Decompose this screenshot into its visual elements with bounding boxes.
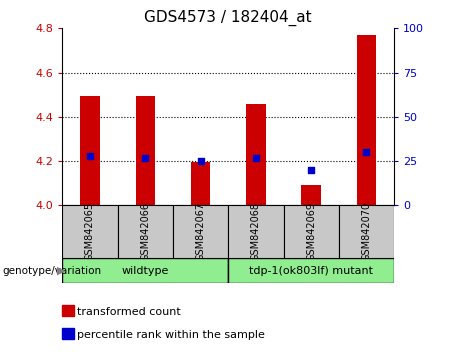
Bar <box>246 104 266 205</box>
Bar <box>118 205 173 258</box>
Bar <box>301 185 321 205</box>
Point <box>86 153 94 159</box>
Bar <box>284 205 339 258</box>
Point <box>363 149 370 155</box>
Text: GSM842068: GSM842068 <box>251 202 261 261</box>
Title: GDS4573 / 182404_at: GDS4573 / 182404_at <box>144 9 312 25</box>
Text: percentile rank within the sample: percentile rank within the sample <box>77 330 266 339</box>
Point <box>142 155 149 160</box>
Text: ▶: ▶ <box>57 266 65 276</box>
Text: transformed count: transformed count <box>77 307 181 316</box>
Bar <box>173 205 228 258</box>
Point <box>307 167 315 173</box>
Text: GSM842066: GSM842066 <box>140 202 150 261</box>
Text: GSM842067: GSM842067 <box>195 202 206 262</box>
Text: wildtype: wildtype <box>122 266 169 276</box>
Bar <box>228 258 394 283</box>
Point <box>252 155 260 160</box>
Bar <box>339 205 394 258</box>
Bar <box>80 96 100 205</box>
Bar <box>228 205 284 258</box>
Bar <box>62 205 118 258</box>
Text: GSM842069: GSM842069 <box>306 202 316 261</box>
Text: genotype/variation: genotype/variation <box>2 266 101 276</box>
Bar <box>62 258 228 283</box>
Text: GSM842065: GSM842065 <box>85 202 95 262</box>
Bar <box>136 96 155 205</box>
Bar <box>357 35 376 205</box>
Text: GSM842070: GSM842070 <box>361 202 372 262</box>
Text: tdp-1(ok803lf) mutant: tdp-1(ok803lf) mutant <box>249 266 373 276</box>
Point <box>197 158 204 164</box>
Bar <box>191 162 210 205</box>
